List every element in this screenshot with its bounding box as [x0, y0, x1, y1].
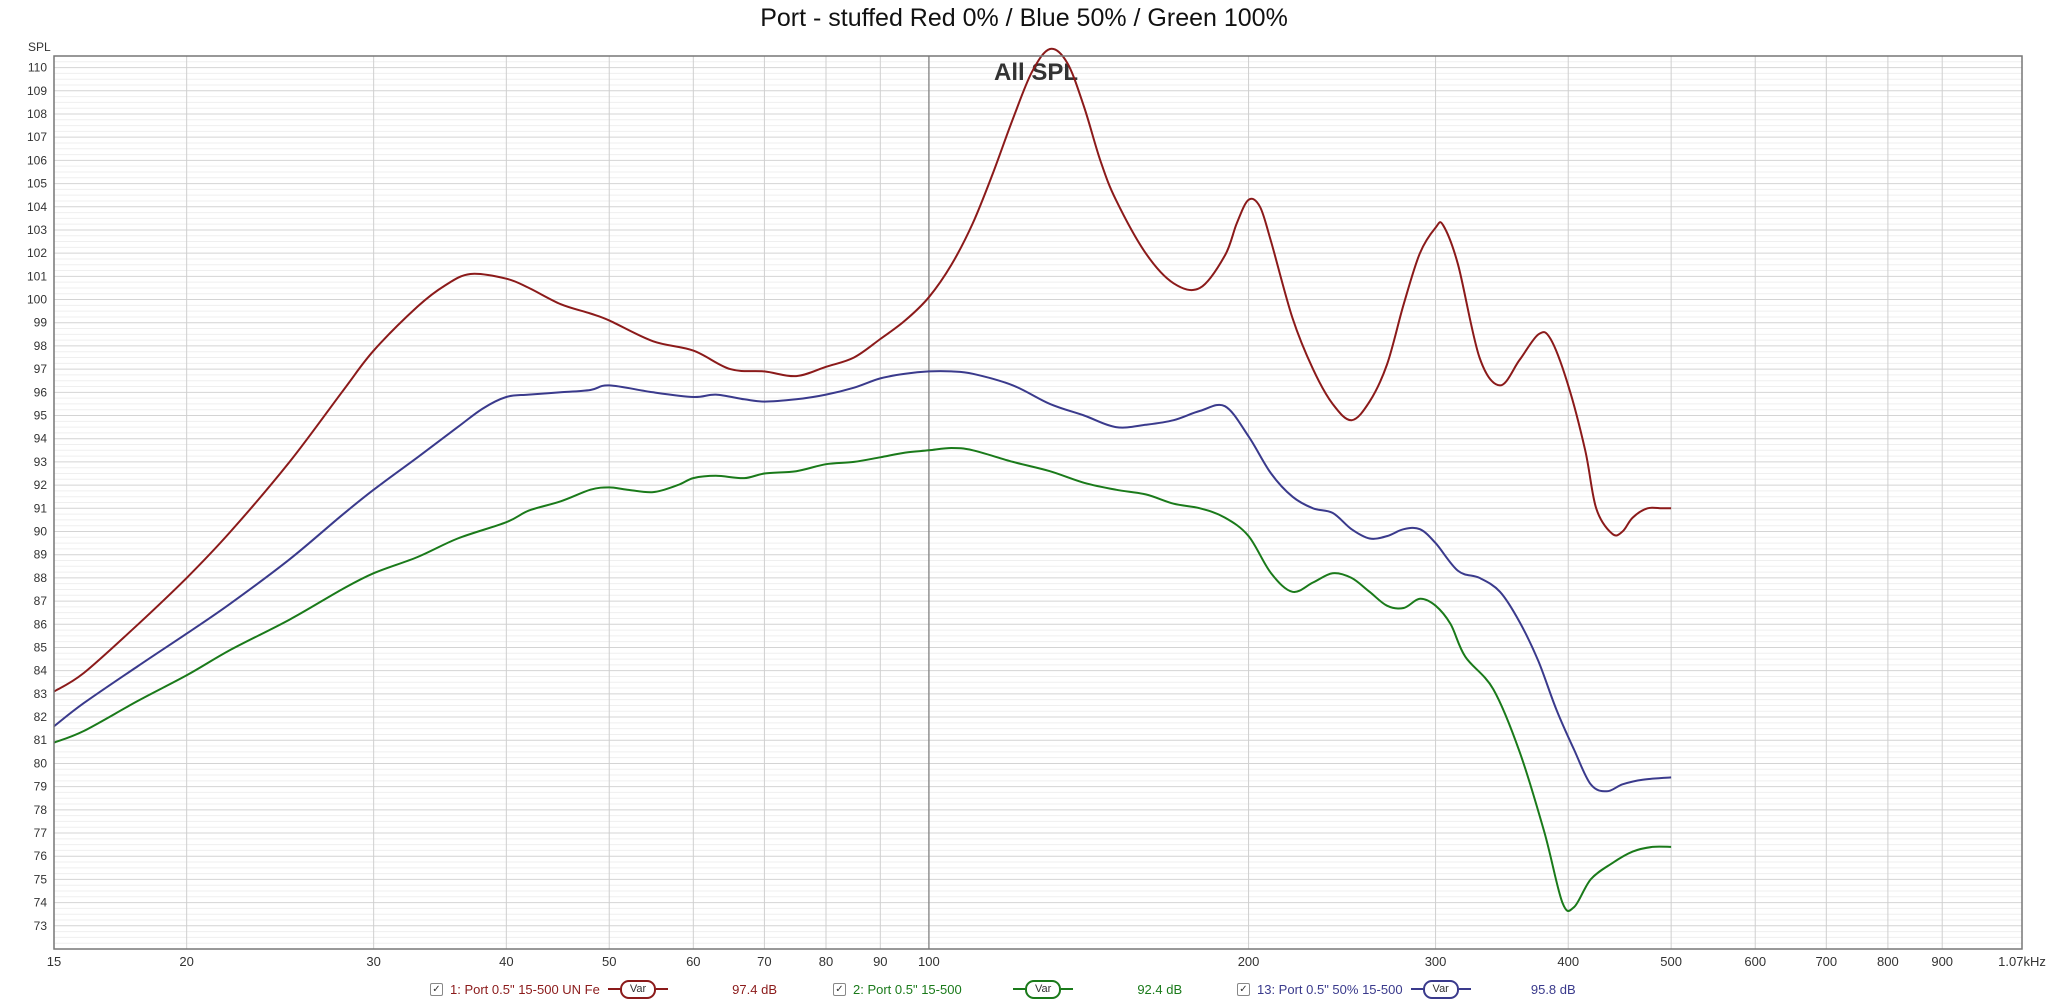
x-tick-label: 15: [47, 954, 61, 969]
x-tick-label: 40: [499, 954, 513, 969]
y-tick-label: 106: [27, 153, 47, 167]
y-tick-label: 81: [34, 733, 48, 747]
y-axis-label: SPL: [28, 40, 51, 54]
y-tick-label: 80: [34, 756, 48, 770]
y-tick-label: 95: [34, 409, 48, 423]
y-tick-label: 105: [27, 177, 47, 191]
y-tick-label: 84: [34, 664, 48, 678]
legend-value-1: 97.4 dB: [732, 981, 777, 997]
x-tick-label: 700: [1815, 954, 1837, 969]
y-tick-label: 90: [34, 524, 48, 538]
plot-frame: [53, 55, 2023, 950]
series-line-1: [53, 47, 1672, 693]
x-tick-label: 20: [179, 954, 193, 969]
y-tick-label: 98: [34, 339, 48, 353]
y-tick-label: 93: [34, 455, 48, 469]
x-tick-label: 500: [1660, 954, 1682, 969]
y-tick-label: 92: [34, 478, 48, 492]
x-tick-label: 300: [1425, 954, 1447, 969]
x-tick-label: 60: [686, 954, 700, 969]
legend-item-3: ✓ 13: Port 0.5" 50% 15-500 Var 95.8 dB: [1237, 978, 1576, 1000]
x-tick-label: 900: [1931, 954, 1953, 969]
x-tick-label: 70: [757, 954, 771, 969]
legend-value-3: 95.8 dB: [1530, 981, 1576, 997]
frequency-response-chart: 73 74 75 76 77 78 79 80 81 82 83 84 85 86 87 88 89 90 91 92…: [27, 40, 2046, 969]
legend-label-2: 2: Port 0.5" 15-500: [853, 981, 962, 997]
y-tick-label: 76: [34, 849, 48, 863]
y-tick-label: 82: [34, 710, 48, 724]
series-lines: [53, 47, 1672, 912]
y-tick-label: 97: [34, 362, 48, 376]
x-tick-label: 600: [1744, 954, 1766, 969]
y-tick-label: 94: [34, 432, 48, 446]
x-tick-label: 90: [873, 954, 887, 969]
legend-label-3: 13: Port 0.5" 50% 15-500: [1257, 981, 1403, 997]
series-2-checkbox[interactable]: ✓: [833, 982, 846, 996]
x-tick-label: 30: [366, 954, 380, 969]
y-tick-label: 91: [34, 501, 48, 515]
y-tick-label: 85: [34, 640, 48, 654]
legend-item-2: ✓ 2: Port 0.5" 15-500 Var 92.4 dB: [833, 978, 1182, 1000]
chart-title: Port - stuffed Red 0% / Blue 50% / Green…: [760, 4, 1288, 32]
grid: [53, 55, 2023, 950]
y-tick-labels: 73 74 75 76 77 78 79 80 81 82 83 84 85 86 87 88 89 90 91 92…: [27, 61, 47, 933]
legend-value-2: 92.4 dB: [1137, 981, 1183, 997]
legend-line-1b: [656, 988, 669, 990]
y-tick-label: 78: [34, 803, 48, 817]
legend-line-3b: [1458, 988, 1471, 990]
legend-line-1: [607, 988, 620, 990]
var-button-2[interactable]: Var: [1025, 979, 1062, 999]
y-tick-label: 103: [27, 223, 47, 237]
y-tick-label: 79: [34, 780, 48, 794]
series-line-2: [53, 447, 1672, 912]
y-tick-label: 100: [27, 293, 47, 307]
x-tick-label: 200: [1238, 954, 1260, 969]
y-tick-label: 87: [34, 594, 48, 608]
x-tick-label: 100: [918, 954, 940, 969]
y-tick-label: 102: [27, 246, 47, 260]
x-tick-label: 400: [1557, 954, 1579, 969]
legend-line-3: [1410, 988, 1423, 990]
legend-label-1: 1: Port 0.5" 15-500 UN Fe: [450, 981, 600, 997]
x-tick-labels: 15 20 30 40 50 60 70 80 90 100 200 300 400 500 600 700 8…: [47, 954, 2046, 969]
y-tick-label: 73: [34, 919, 48, 933]
y-tick-label: 107: [27, 130, 47, 144]
x-tick-label: 800: [1877, 954, 1899, 969]
y-tick-label: 86: [34, 617, 48, 631]
var-control-3[interactable]: Var: [1410, 979, 1471, 999]
y-tick-label: 88: [34, 571, 48, 585]
series-line-3: [53, 370, 1672, 793]
legend-item-1: ✓ 1: Port 0.5" 15-500 UN Fe Var 97.4 dB: [430, 978, 777, 1000]
var-control-2[interactable]: Var: [1013, 979, 1074, 999]
var-button-1[interactable]: Var: [619, 979, 657, 999]
var-button-3[interactable]: Var: [1422, 979, 1459, 999]
y-tick-label: 75: [34, 872, 48, 886]
x-tick-label: 50: [602, 954, 616, 969]
y-tick-label: 104: [27, 200, 47, 214]
y-tick-label: 99: [34, 316, 48, 330]
y-tick-label: 83: [34, 687, 48, 701]
legend-line-2: [1013, 988, 1025, 990]
y-tick-label: 89: [34, 548, 48, 562]
series-3-checkbox[interactable]: ✓: [1237, 982, 1250, 996]
y-tick-label: 101: [27, 269, 47, 283]
y-tick-label: 74: [34, 896, 48, 910]
var-control-1[interactable]: Var: [607, 979, 669, 999]
legend-line-2b: [1061, 988, 1074, 990]
y-tick-label: 77: [34, 826, 48, 840]
y-tick-label: 110: [28, 61, 47, 75]
series-1-checkbox[interactable]: ✓: [430, 982, 443, 996]
x-tick-label: 1.07kHz: [1998, 954, 2046, 969]
y-tick-label: 109: [27, 84, 47, 98]
y-tick-label: 96: [34, 385, 48, 399]
x-tick-label: 80: [819, 954, 833, 969]
y-tick-label: 108: [27, 107, 47, 121]
